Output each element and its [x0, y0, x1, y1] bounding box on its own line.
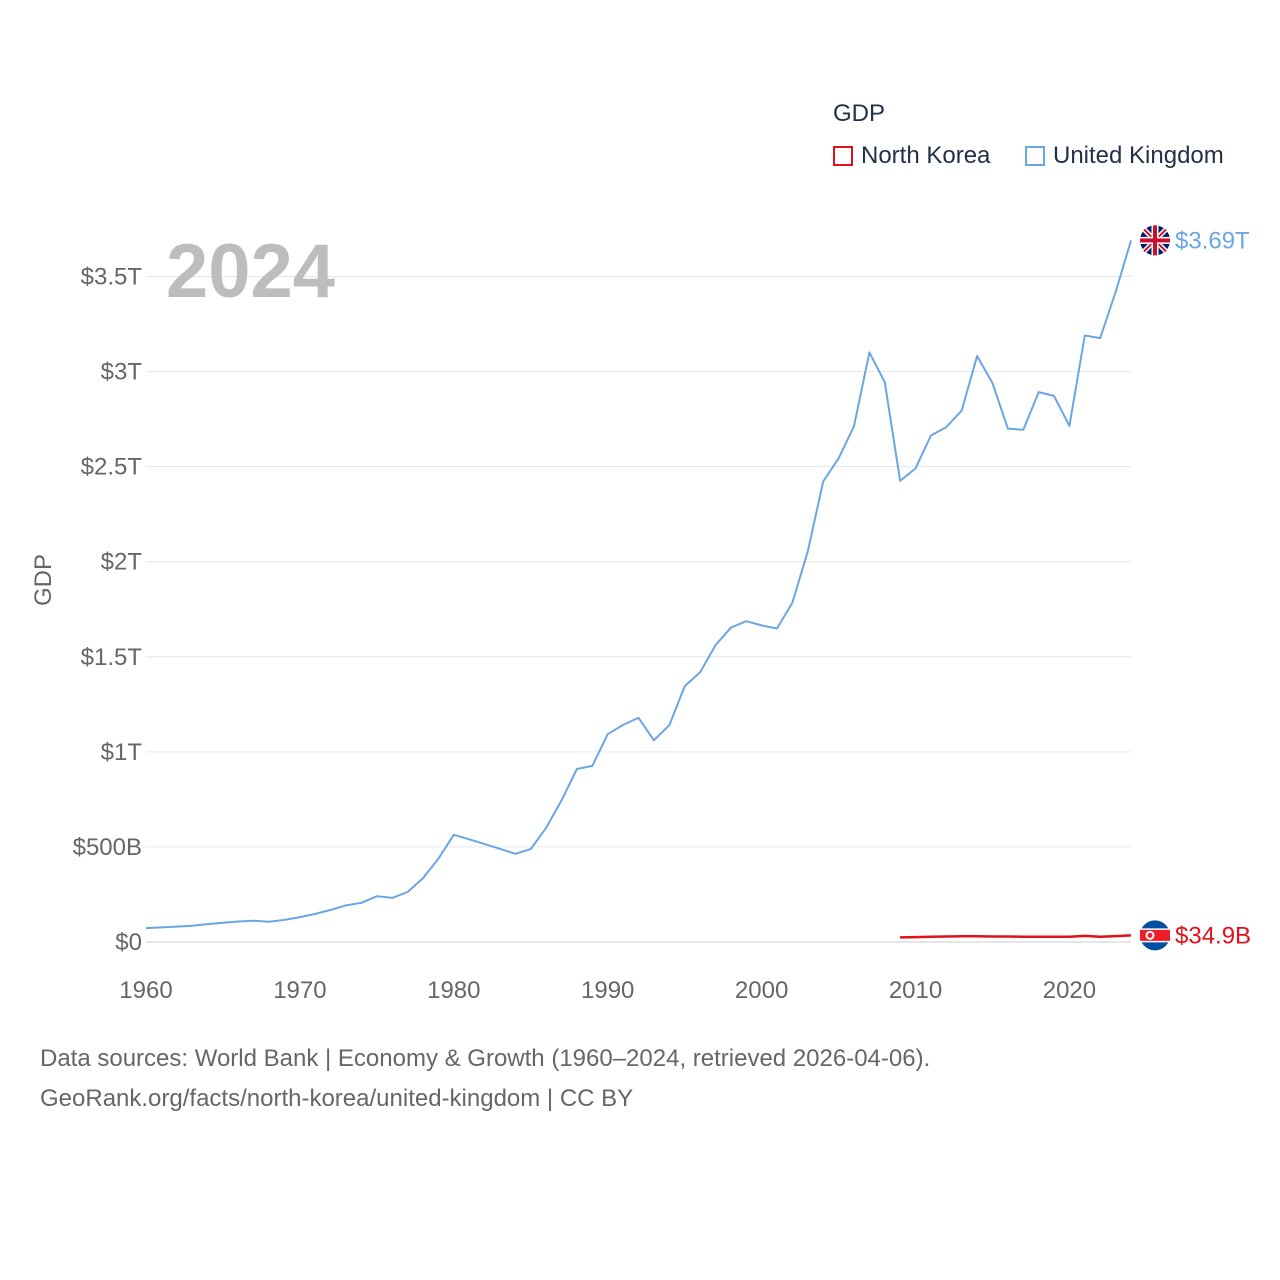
legend-item-united-kingdom[interactable]: United Kingdom	[1025, 142, 1224, 170]
legend-swatch-united-kingdom	[1025, 146, 1045, 166]
end-value-label-north-korea: $34.9B	[1175, 922, 1251, 949]
end-value-label-united-kingdom: $3.69T	[1175, 227, 1250, 254]
y-tick-label: $500B	[73, 834, 142, 861]
y-tick-label: $0	[115, 929, 142, 956]
x-tick-label: 2020	[1043, 977, 1096, 1004]
y-tick-label: $2.5T	[81, 454, 143, 481]
y-tick-label: $3T	[101, 359, 143, 386]
y-tick-label: $1.5T	[81, 644, 143, 671]
series-line-united-kingdom	[145, 240, 1132, 930]
y-axis-label: GDP	[30, 554, 57, 606]
y-tick-label: $1T	[101, 739, 143, 766]
y-tick-label: $2T	[101, 549, 143, 576]
source-line-2[interactable]: GeoRank.org/facts/north-korea/united-kin…	[40, 1085, 634, 1112]
x-tick-label: 1960	[119, 977, 172, 1004]
legend-swatch-north-korea	[833, 146, 853, 166]
x-tick-label: 1990	[581, 977, 634, 1004]
flag-icon-north-korea	[1140, 920, 1170, 951]
x-tick-label: 1980	[427, 977, 480, 1004]
y-tick-label: $3.5T	[81, 264, 143, 291]
series-line-north-korea	[900, 934, 1132, 939]
year-label: 2024	[166, 229, 336, 314]
legend-label-north-korea: North Korea	[861, 142, 991, 169]
x-tick-label: 1970	[273, 977, 326, 1004]
x-tick-label: 2000	[735, 977, 788, 1004]
x-tick-label: 2010	[889, 977, 942, 1004]
legend-title: GDP	[833, 100, 886, 127]
legend-item-north-korea[interactable]: North Korea	[833, 142, 990, 170]
legend-label-united-kingdom: United Kingdom	[1053, 142, 1224, 169]
flag-icon-united-kingdom	[1140, 225, 1170, 256]
source-line-1: Data sources: World Bank | Economy & Gro…	[40, 1045, 931, 1072]
